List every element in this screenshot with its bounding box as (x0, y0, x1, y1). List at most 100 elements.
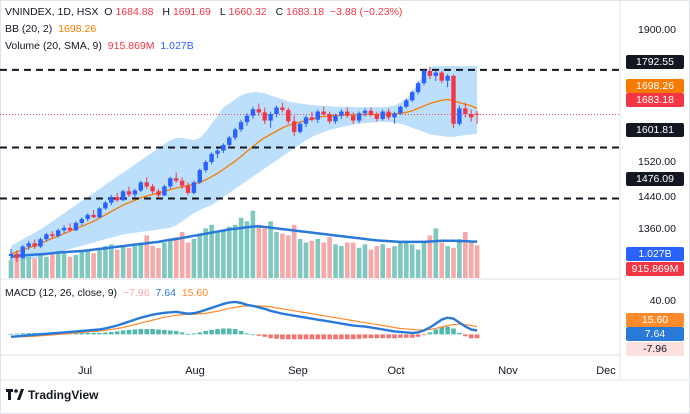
macd-histogram-bar (398, 334, 403, 338)
volume-bar (67, 256, 73, 278)
volume-bar (439, 242, 444, 278)
macd-histogram-bar (345, 334, 350, 340)
macd-histogram-bar (232, 328, 238, 335)
macd-signal-value: 15.60 (181, 287, 209, 299)
bb-basis-tag: 1698.26 (626, 79, 684, 93)
legend-bb[interactable]: BB (20, 2) 1698.26 (5, 23, 99, 35)
bb-label: BB (20, 2) (5, 23, 53, 35)
candle-body (91, 214, 96, 218)
volume-bar (463, 231, 468, 278)
time-tick-dec: Dec (596, 365, 616, 377)
volume-tag: 915.869M (626, 262, 684, 276)
volume-bar (315, 239, 321, 278)
candle-body (274, 107, 279, 115)
macd-histogram-bar (333, 334, 338, 340)
macd-hist-value: −7.96 (122, 287, 150, 299)
price-tick-1520: 1520.00 (638, 156, 676, 168)
macd-histogram-bar (339, 334, 344, 340)
macd-histogram-bar (433, 329, 439, 335)
macd-histogram-bar (445, 326, 450, 335)
volume-bar (38, 254, 43, 278)
volume-bar (26, 256, 31, 278)
candle-body (197, 170, 202, 183)
volume-bar (91, 253, 96, 278)
macd-histogram-bar (439, 327, 444, 335)
level-tag-1792: 1792.55 (626, 55, 684, 69)
candle-body (356, 113, 362, 121)
candle-body (191, 182, 197, 193)
time-tick-oct: Oct (387, 365, 405, 377)
macd-line-value: 7.64 (155, 287, 176, 299)
volume-bar (8, 260, 14, 278)
candle-body (8, 253, 14, 256)
volume-bar (474, 245, 480, 278)
candle-body (439, 72, 444, 81)
macd-histogram-bar (173, 330, 179, 335)
time-tick-nov: Nov (498, 365, 518, 377)
volume-bar (345, 242, 350, 278)
bollinger-band-fill (11, 66, 478, 262)
candle-body (445, 75, 450, 81)
macd-histogram-bar (168, 330, 173, 335)
macd-histogram-bar (315, 334, 321, 340)
candle-body (109, 196, 114, 203)
volume-bar (250, 210, 256, 278)
legend-macd[interactable]: MACD (12, 26, close, 9) −7.96 7.64 15.60 (5, 287, 211, 299)
volume-bar (392, 246, 397, 278)
candle-body (380, 111, 385, 119)
macd-histogram-bar (221, 328, 226, 335)
candle-body (227, 137, 232, 145)
legend-volume[interactable]: Volume (20, SMA, 9) 915.869M 1.027B (5, 40, 197, 52)
candle-body (32, 243, 37, 247)
high-label: H (162, 6, 170, 18)
candle-body (221, 144, 226, 151)
macd-histogram-bar (244, 333, 250, 335)
volume-bar (227, 226, 232, 278)
candle-body (451, 75, 456, 124)
candle-body (398, 106, 403, 114)
candle-body (26, 243, 31, 247)
volume-bar (168, 239, 173, 278)
symbol-title[interactable]: VNINDEX, 1D, HSX (5, 6, 99, 18)
brand-name: TradingView (28, 388, 99, 402)
volume-bar (44, 256, 49, 278)
candle-body (415, 83, 421, 93)
candle-body (156, 191, 161, 196)
volume-bar (268, 221, 273, 278)
time-tick-sep: Sep (288, 365, 308, 377)
volume-bar (197, 235, 203, 278)
macd-histogram-bar (250, 334, 256, 336)
candle-body (150, 186, 155, 192)
volume-bar (179, 231, 185, 278)
macd-histogram-bar (209, 329, 214, 335)
macd-histogram-bar (386, 334, 391, 339)
brand-logo[interactable]: TradingView (6, 388, 98, 402)
close-label: C (275, 6, 284, 18)
macd-histogram-bar (463, 334, 468, 337)
volume-bar (291, 224, 297, 278)
macd-histogram-bar (8, 333, 14, 335)
candle-body (162, 186, 167, 196)
candle-body (238, 122, 244, 130)
volume-bar (468, 240, 474, 278)
time-tick-jul: Jul (77, 365, 93, 377)
macd-histogram-bar (20, 333, 26, 335)
macd-histogram-bar (179, 332, 185, 335)
open-value: 1684.88 (115, 6, 154, 18)
macd-histogram-bar (427, 332, 433, 335)
candle-body (457, 108, 462, 124)
volume-bar (374, 246, 380, 278)
volume-bar (286, 235, 291, 278)
macd-histogram-bar (262, 334, 267, 337)
volume-bar (433, 228, 439, 278)
macd-histogram-bar (185, 333, 191, 335)
macd-histogram-bar (79, 332, 85, 335)
candle-body (44, 234, 49, 240)
macd-histogram-bar (14, 333, 20, 335)
volume-bar (215, 231, 220, 278)
macd-histogram-bar (457, 332, 462, 335)
macd-histogram-bar (227, 328, 232, 335)
candle-body (67, 227, 73, 231)
volume-sma-tag: 1.027B (626, 247, 684, 261)
